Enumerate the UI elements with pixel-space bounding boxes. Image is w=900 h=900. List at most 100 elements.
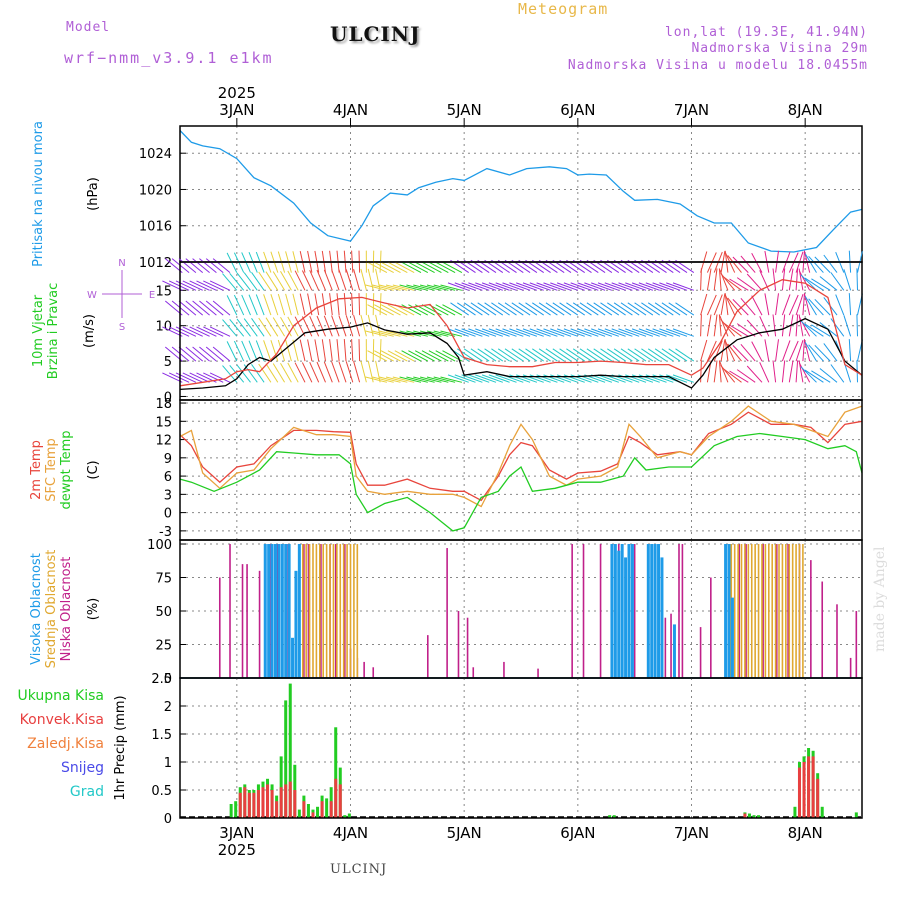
wind-arrow: [672, 328, 694, 337]
wind-arrow: [358, 293, 361, 316]
wind-arrow: [461, 374, 483, 383]
wind-arrow: [611, 328, 633, 337]
wind-arrow: [421, 261, 442, 274]
mid-cloud-bar: [764, 544, 767, 678]
mid-cloud-bar: [774, 544, 777, 678]
wind-arrow: [484, 348, 504, 362]
wind-arrow: [323, 361, 333, 383]
panel-unit: (C): [86, 460, 101, 479]
wind-arrow: [625, 328, 647, 337]
total-precip-bar: [747, 813, 751, 818]
wind-arrow: [309, 315, 320, 337]
conv-precip-bar: [807, 756, 811, 818]
wind-arrow: [372, 376, 394, 383]
wind-arrow: [591, 282, 613, 291]
wind-arrow: [795, 340, 804, 362]
wind-arrow: [732, 345, 749, 362]
wind-arrow: [795, 360, 799, 383]
wind-arrow: [199, 300, 217, 316]
wind-arrow: [559, 302, 579, 316]
wind-arrow: [729, 370, 749, 383]
mid-cloud-bar: [301, 544, 304, 678]
total-precip-bar: [343, 815, 347, 818]
wind-arrow: [597, 282, 619, 291]
wind-arrow: [625, 282, 647, 291]
bottom-axis-tick-label: 5JAN: [447, 824, 482, 842]
wind-arrow: [477, 302, 497, 316]
conv-precip-bar: [252, 792, 256, 818]
wind-arrow: [700, 314, 702, 337]
model-name: wrf−nmm_v3.9.1 e1km: [64, 49, 274, 67]
wind-arrow: [746, 365, 763, 383]
top-axis-tick-label: 5JAN: [447, 101, 482, 119]
wind-arrow: [442, 261, 463, 274]
wind-arrow: [484, 302, 504, 316]
mid-cloud-bar: [339, 544, 342, 678]
wind-arrow: [823, 343, 838, 362]
wind-arrow: [263, 294, 272, 316]
mid-cloud-bar: [733, 544, 736, 678]
mid-cloud-bar: [747, 544, 750, 678]
wind-arrow: [406, 284, 428, 291]
wind-arrow: [645, 328, 667, 337]
wind-arrow: [751, 295, 763, 316]
wind-arrow: [497, 302, 517, 316]
wind-arrow: [251, 272, 265, 291]
total-precip-bar: [608, 815, 612, 818]
wind-arrow: [607, 348, 626, 362]
wind-arrow: [345, 361, 354, 383]
wind-arrow: [343, 293, 347, 316]
wind-arrow: [781, 360, 786, 383]
total-precip-bar: [325, 798, 329, 818]
wind-arrow: [584, 282, 606, 291]
conv-precip-bar: [816, 778, 820, 818]
wind-arrow: [723, 322, 742, 337]
wind-arrow: [470, 302, 490, 316]
wind-arrow: [804, 277, 824, 291]
total-precip-bar: [306, 804, 310, 818]
top-axis-tick-label: 8JAN: [788, 101, 823, 119]
wind-arrow: [229, 272, 245, 291]
wind-arrow: [830, 272, 845, 291]
high-cloud-bar: [630, 544, 634, 678]
low-cloud-bar: [787, 544, 789, 678]
conv-precip-bar: [302, 801, 306, 818]
wind-arrow: [638, 282, 660, 291]
wind-arrow: [338, 269, 347, 291]
mid-cloud-bar: [802, 544, 804, 678]
panel-ylabel: Niska Oblacnost: [59, 557, 74, 662]
total-precip-bar: [757, 815, 761, 818]
mid-cloud-bar: [781, 544, 784, 678]
wind-arrow: [814, 256, 831, 273]
wind-arrow: [798, 362, 811, 383]
wind-arrow: [401, 304, 422, 316]
wind-arrow: [248, 340, 258, 362]
y-tick-label: 1012: [139, 256, 172, 271]
wind-arrow: [413, 284, 435, 291]
wind-arrow: [428, 261, 449, 274]
wind-arrow: [203, 280, 224, 291]
wind-arrow: [652, 328, 674, 337]
mid-cloud-bar: [761, 544, 763, 678]
high-cloud-bar: [627, 544, 631, 678]
wind-arrow: [638, 328, 660, 337]
wind-arrow: [226, 295, 238, 316]
wind-arrow: [700, 339, 708, 362]
wind-arrow: [426, 330, 449, 337]
wind-arrow: [314, 339, 320, 362]
wind-arrow: [579, 348, 599, 362]
location-coords: lon,lat (19.3E, 41.94N): [664, 25, 868, 40]
mid-cloud-bar: [750, 544, 753, 678]
wind-arrow: [336, 293, 340, 316]
wind-arrow: [706, 340, 717, 362]
mid-cloud-bar: [319, 544, 321, 678]
low-cloud-bar: [218, 577, 221, 678]
wind-arrow: [189, 326, 210, 337]
wind-arrow: [593, 348, 613, 362]
wind-arrow: [196, 280, 217, 291]
low-cloud-bar: [599, 544, 602, 678]
wind-arrow: [641, 348, 660, 362]
wind-arrow: [353, 360, 361, 383]
wind-arrow: [814, 344, 831, 362]
